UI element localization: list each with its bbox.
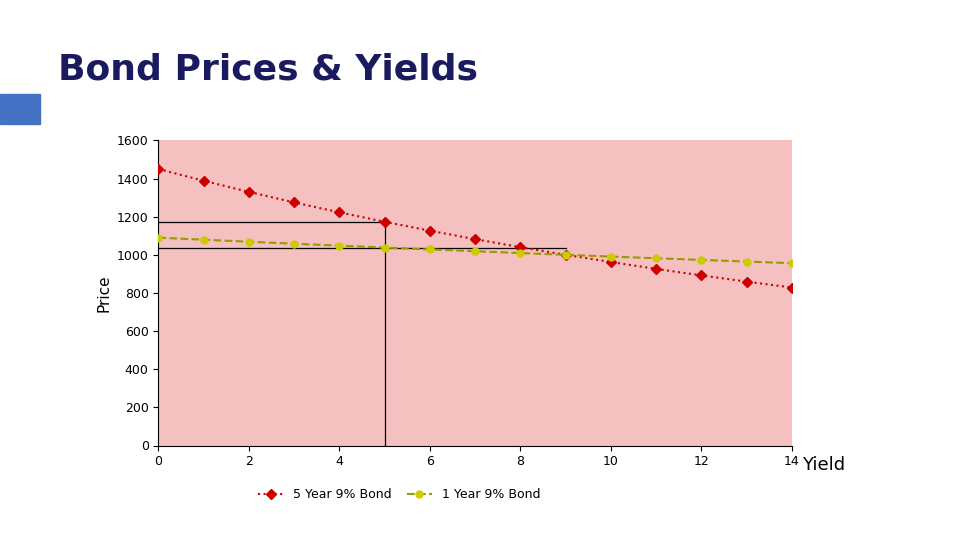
- Text: Bond Prices & Yields: Bond Prices & Yields: [58, 52, 478, 86]
- Legend: 5 Year 9% Bond, 1 Year 9% Bond: 5 Year 9% Bond, 1 Year 9% Bond: [253, 483, 545, 507]
- Bar: [0, 94, 40, 124]
- Text: Yield: Yield: [802, 456, 845, 474]
- Y-axis label: Price: Price: [96, 274, 111, 312]
